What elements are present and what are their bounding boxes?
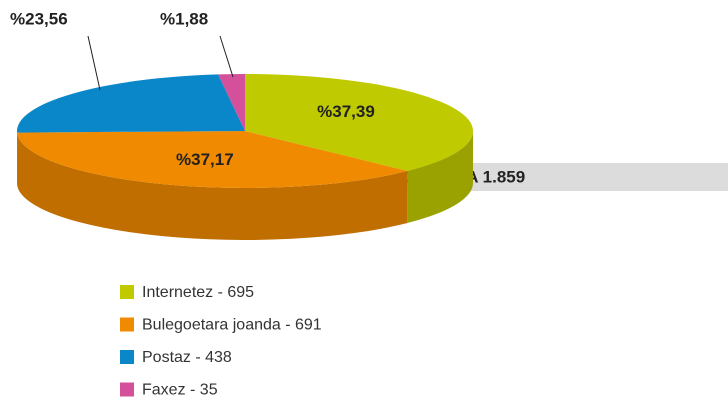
legend-swatch	[120, 285, 134, 299]
legend-label: Bulegoetara joanda - 691	[142, 317, 322, 334]
slice	[17, 74, 245, 133]
legend-label: Postaz - 438	[142, 349, 232, 366]
value-label: %37,17	[176, 150, 234, 169]
leader-line	[87, 35, 101, 91]
slice	[17, 131, 408, 189]
slice	[245, 74, 473, 172]
value-label: %1,88	[160, 9, 208, 28]
slice	[218, 74, 245, 131]
legend-swatch	[120, 382, 134, 397]
legend-swatch	[120, 317, 134, 332]
legend-label: Internetez - 695	[142, 284, 254, 301]
legend-label: Faxez - 35	[142, 382, 218, 399]
value-label: %23,56	[10, 9, 68, 28]
leader-line	[219, 35, 234, 78]
value-label: %37,39	[317, 102, 375, 121]
slice-side	[407, 131, 473, 224]
slice-side	[17, 132, 408, 240]
legend-swatch	[120, 350, 134, 364]
